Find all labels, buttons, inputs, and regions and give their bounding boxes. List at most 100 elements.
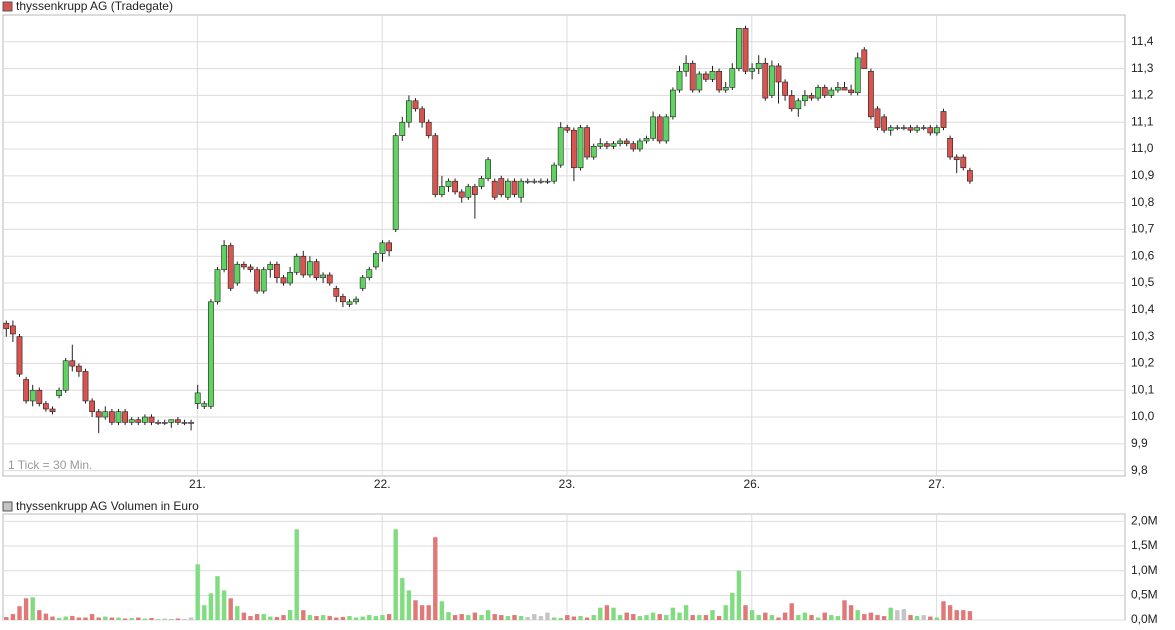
- volume-bar: [611, 607, 616, 620]
- volume-bar: [472, 612, 478, 620]
- volume-bar: [294, 529, 299, 620]
- x-tick-label: 27.: [928, 477, 945, 491]
- candle-body: [247, 266, 254, 270]
- candle-body: [82, 371, 89, 402]
- candle-body: [300, 255, 307, 276]
- volume-bar: [690, 615, 695, 620]
- volume-bar: [195, 564, 200, 620]
- candle-body: [168, 419, 175, 423]
- volume-bar: [928, 616, 933, 620]
- candle-body: [953, 156, 960, 161]
- candle-body: [590, 146, 597, 158]
- candle-body: [142, 416, 148, 423]
- volume-bar: [934, 617, 940, 620]
- candle-body: [722, 87, 729, 91]
- volume-bar: [129, 618, 134, 620]
- volume-bar: [835, 616, 841, 620]
- candle-body: [208, 301, 214, 407]
- candle-body: [241, 263, 247, 268]
- volume-bar: [697, 615, 702, 620]
- candle-body: [834, 87, 841, 91]
- volume-bar: [287, 610, 293, 620]
- candle-body: [372, 253, 379, 268]
- volume-bar: [723, 605, 728, 620]
- volume-bar: [122, 618, 128, 620]
- volume-bar: [439, 601, 445, 620]
- y-tick-label: 10,1: [1131, 382, 1155, 396]
- candle-body: [333, 288, 340, 297]
- volume-bar: [89, 614, 95, 620]
- candle-body: [346, 301, 353, 305]
- candle-body: [109, 411, 115, 423]
- candle-body: [122, 411, 128, 423]
- candle-body: [630, 143, 637, 150]
- candle-body: [3, 322, 10, 329]
- candle-body: [531, 180, 538, 183]
- volume-bar: [37, 610, 42, 620]
- candle-body: [76, 365, 82, 372]
- candle-body: [438, 186, 445, 195]
- volume-bar: [188, 617, 194, 620]
- volume-bar: [855, 610, 860, 620]
- candle-body: [115, 411, 122, 423]
- volume-bar: [142, 618, 148, 620]
- volume-bar: [558, 618, 563, 620]
- candle-body: [775, 65, 782, 83]
- volume-bar: [901, 609, 907, 620]
- volume-bar: [419, 605, 425, 620]
- candle-body: [260, 269, 267, 292]
- volume-bar: [875, 615, 880, 620]
- volume-bar: [301, 610, 306, 620]
- candle-body: [815, 87, 821, 99]
- candle-body: [234, 263, 241, 284]
- volume-bar: [169, 619, 174, 620]
- volume-bar: [182, 619, 187, 620]
- volume-bar: [829, 615, 834, 620]
- volume-bar: [624, 612, 629, 620]
- volume-bar: [598, 607, 603, 620]
- candle-body: [920, 127, 927, 129]
- volume-bar: [499, 615, 504, 620]
- volume-bar: [155, 619, 161, 620]
- y-tick-label: 11,3: [1131, 61, 1154, 75]
- candle-body: [564, 127, 571, 131]
- volume-bar: [591, 615, 596, 620]
- candle-body: [749, 68, 755, 72]
- candle-body: [577, 127, 584, 169]
- candle-body: [313, 261, 320, 278]
- candle-body: [669, 89, 676, 118]
- volume-bar: [888, 607, 893, 620]
- candle-body: [359, 277, 366, 289]
- price-frame: [2, 14, 1126, 477]
- volume-bar: [538, 616, 544, 620]
- candle-body: [36, 389, 43, 404]
- y-tick-label: 2,0M: [1131, 514, 1158, 528]
- volume-bar: [10, 614, 16, 620]
- candle-body: [966, 170, 973, 182]
- volume-bar: [512, 615, 517, 620]
- candle-body: [603, 143, 610, 147]
- candle-body: [419, 108, 425, 123]
- candle-body: [42, 403, 49, 410]
- volume-bar: [479, 615, 484, 620]
- candle-body: [485, 159, 491, 179]
- y-tick-label: 11,0: [1131, 141, 1154, 155]
- candle-body: [597, 143, 604, 147]
- volume-bar: [947, 605, 953, 620]
- volume-bar: [202, 605, 207, 620]
- chart-title: thyssenkrupp AG (Tradegate): [16, 0, 173, 13]
- candle-body: [56, 389, 62, 396]
- y-tick-label: 10,2: [1131, 356, 1155, 370]
- volume-bar: [914, 616, 920, 620]
- candle-body: [478, 178, 485, 187]
- candle-body: [49, 408, 56, 412]
- volume-bar: [307, 615, 313, 620]
- candle-body: [221, 245, 227, 270]
- volume-bar: [76, 617, 82, 620]
- volume-title: thyssenkrupp AG Volumen in Euro: [16, 499, 199, 513]
- volume-bar: [631, 614, 636, 620]
- volume-bar: [492, 614, 497, 620]
- candle-body: [683, 62, 689, 72]
- volume-bar: [485, 610, 491, 620]
- volume-bar: [221, 590, 227, 620]
